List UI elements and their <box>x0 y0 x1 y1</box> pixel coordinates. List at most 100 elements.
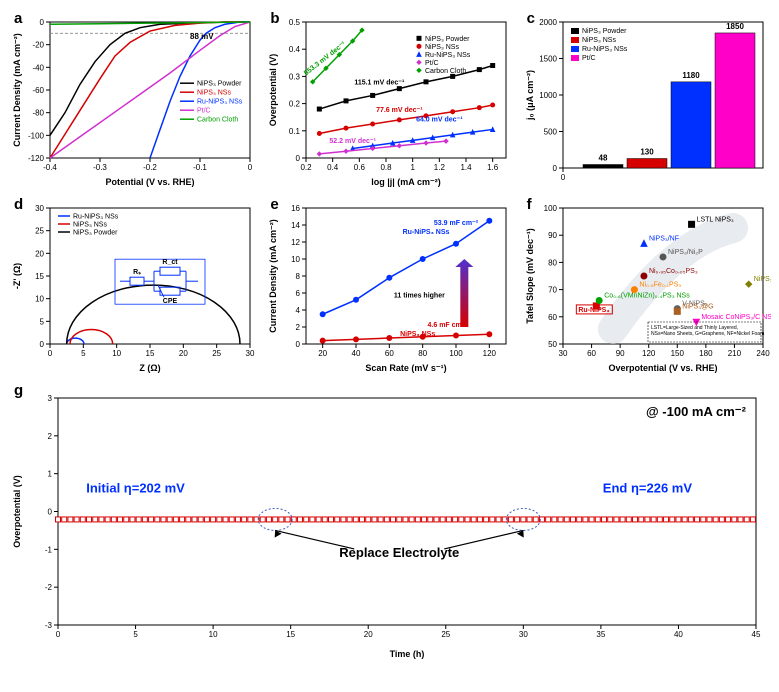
svg-text:0: 0 <box>296 340 301 349</box>
svg-text:Potential (V vs. RHE): Potential (V vs. RHE) <box>105 177 194 187</box>
svg-text:0.4: 0.4 <box>289 45 301 54</box>
svg-text:CPE: CPE <box>163 298 178 305</box>
svg-text:48: 48 <box>598 153 607 162</box>
svg-text:15: 15 <box>146 349 155 358</box>
svg-text:-1: -1 <box>45 545 53 554</box>
svg-text:NiPS₃ Powder: NiPS₃ Powder <box>582 28 627 35</box>
svg-text:8: 8 <box>296 272 301 281</box>
panel-a-label: a <box>14 10 22 27</box>
svg-text:-0.1: -0.1 <box>193 163 207 172</box>
svg-text:Ru-NiPS₃ NSs: Ru-NiPS₃ NSs <box>582 46 628 53</box>
svg-text:Pt/C: Pt/C <box>197 108 211 115</box>
svg-text:Current Density (mA cm⁻²): Current Density (mA cm⁻²) <box>268 219 278 332</box>
svg-text:50: 50 <box>548 340 557 349</box>
svg-text:1500: 1500 <box>539 55 557 64</box>
svg-text:2000: 2000 <box>539 18 557 27</box>
svg-text:150: 150 <box>670 349 684 358</box>
svg-text:30: 30 <box>519 630 528 639</box>
svg-text:14: 14 <box>291 221 300 230</box>
svg-text:80: 80 <box>548 258 557 267</box>
svg-text:Overpotential (V vs. RHE): Overpotential (V vs. RHE) <box>608 363 717 373</box>
svg-text:53.9 mF cm⁻²: 53.9 mF cm⁻² <box>434 220 479 227</box>
svg-text:Ru-NiPS₃ NSs: Ru-NiPS₃ NSs <box>197 99 243 106</box>
chart-f: 3060901201501802102405060708090100Overpo… <box>521 194 771 374</box>
svg-text:Ru-NiPS₃ NSs: Ru-NiPS₃ NSs <box>73 214 119 221</box>
svg-text:0: 0 <box>552 164 557 173</box>
panel-f: f 3060901201501802102405060708090100Over… <box>521 194 771 374</box>
svg-text:10: 10 <box>209 630 218 639</box>
svg-text:80: 80 <box>419 349 428 358</box>
svg-text:115.1 mV dec⁻¹: 115.1 mV dec⁻¹ <box>355 80 406 87</box>
panel-d-label: d <box>14 196 23 213</box>
svg-text:NiPS₃ Powder: NiPS₃ Powder <box>425 36 470 43</box>
svg-text:11 times higher: 11 times higher <box>394 292 445 299</box>
svg-text:77.6 mV dec⁻¹: 77.6 mV dec⁻¹ <box>376 107 423 114</box>
svg-text:2: 2 <box>296 323 301 332</box>
svg-text:NiPS₃ NSs: NiPS₃ NSs <box>582 37 616 44</box>
svg-text:-0.3: -0.3 <box>93 163 107 172</box>
panel-f-label: f <box>527 196 532 213</box>
svg-text:-0.4: -0.4 <box>43 163 57 172</box>
svg-text:25: 25 <box>35 227 44 236</box>
svg-text:88 mV: 88 mV <box>190 32 214 41</box>
svg-text:Co₀.₆(VMnNiZn)₀.₄PS₃ NSs: Co₀.₆(VMnNiZn)₀.₄PS₃ NSs <box>604 292 690 299</box>
svg-text:553.3 mV dec⁻¹: 553.3 mV dec⁻¹ <box>303 40 348 77</box>
svg-text:0: 0 <box>248 163 253 172</box>
svg-text:Tafel Slope (mV dec⁻¹): Tafel Slope (mV dec⁻¹) <box>525 228 535 324</box>
svg-text:1.6: 1.6 <box>487 163 499 172</box>
svg-text:1: 1 <box>48 470 53 479</box>
svg-text:-40: -40 <box>32 63 44 72</box>
svg-text:Current Density (mA cm⁻²): Current Density (mA cm⁻²) <box>12 33 22 146</box>
svg-text:Mosaic CoNiPS₃/C NSs: Mosaic CoNiPS₃/C NSs <box>701 314 771 321</box>
svg-text:1.4: 1.4 <box>461 163 473 172</box>
svg-text:Replace Electrolyte: Replace Electrolyte <box>339 545 459 560</box>
svg-text:1850: 1850 <box>726 22 744 31</box>
svg-text:NSs=Nano Sheets, G=Graphene, N: NSs=Nano Sheets, G=Graphene, NF=Nickel F… <box>651 331 764 337</box>
svg-text:Overpotential (V): Overpotential (V) <box>12 475 22 548</box>
svg-text:0: 0 <box>48 349 53 358</box>
svg-text:R_ct: R_ct <box>162 259 178 266</box>
svg-text:-120: -120 <box>28 154 45 163</box>
svg-text:10: 10 <box>112 349 121 358</box>
svg-text:-20: -20 <box>32 41 44 50</box>
svg-text:Pt/C: Pt/C <box>425 60 439 67</box>
svg-text:20: 20 <box>35 249 44 258</box>
svg-text:1180: 1180 <box>682 71 700 80</box>
svg-text:NiPS₃-3.0V+P: NiPS₃-3.0V+P <box>753 276 770 283</box>
svg-text:Overpotential (V): Overpotential (V) <box>268 54 278 127</box>
svg-text:Ni₀.₉Fe₀.₁PS₃: Ni₀.₉Fe₀.₁PS₃ <box>639 282 681 289</box>
svg-text:NiPS₃@G: NiPS₃@G <box>682 303 713 310</box>
svg-text:Carbon Cloth: Carbon Cloth <box>197 117 238 124</box>
svg-text:12: 12 <box>291 238 300 247</box>
svg-text:NiPS₃/Ni₂P: NiPS₃/Ni₂P <box>668 249 703 256</box>
panel-b-label: b <box>270 10 279 27</box>
chart-g: 051015202530354045-3-2-10123Time (h)Over… <box>8 380 771 660</box>
svg-text:-60: -60 <box>32 86 44 95</box>
chart-e: 204060801001200246810121416Scan Rate (mV… <box>264 194 514 374</box>
svg-text:log |j| (mA cm⁻²): log |j| (mA cm⁻²) <box>372 177 441 187</box>
panel-d: d 051015202530051015202530Z (Ω)-Z' (Ω)Rₛ… <box>8 194 258 374</box>
chart-a: -0.4-0.3-0.2-0.10-120-100-80-60-40-200Po… <box>8 8 258 188</box>
svg-text:NiPS₃ NSs: NiPS₃ NSs <box>400 331 435 338</box>
svg-text:0.6: 0.6 <box>354 163 366 172</box>
panel-c-label: c <box>527 10 535 27</box>
svg-text:Time (h): Time (h) <box>390 649 425 659</box>
svg-text:10: 10 <box>291 255 300 264</box>
svg-text:240: 240 <box>756 349 770 358</box>
svg-text:16: 16 <box>291 204 300 213</box>
panel-a: a -0.4-0.3-0.2-0.10-120-100-80-60-40-200… <box>8 8 258 188</box>
svg-text:0.5: 0.5 <box>289 18 301 27</box>
svg-text:30: 30 <box>35 204 44 213</box>
svg-text:-100: -100 <box>28 131 45 140</box>
svg-text:-3: -3 <box>45 621 53 630</box>
svg-text:-Z' (Ω): -Z' (Ω) <box>12 263 22 289</box>
svg-text:-2: -2 <box>45 583 53 592</box>
svg-text:1000: 1000 <box>539 91 557 100</box>
svg-text:6: 6 <box>296 289 301 298</box>
svg-text:Ru-NiPS₃: Ru-NiPS₃ <box>578 307 609 314</box>
svg-text:60: 60 <box>548 313 557 322</box>
svg-text:0.1: 0.1 <box>289 127 301 136</box>
svg-text:52.2 mV dec⁻¹: 52.2 mV dec⁻¹ <box>330 138 377 145</box>
svg-text:0.2: 0.2 <box>289 100 301 109</box>
svg-text:0: 0 <box>560 173 565 182</box>
